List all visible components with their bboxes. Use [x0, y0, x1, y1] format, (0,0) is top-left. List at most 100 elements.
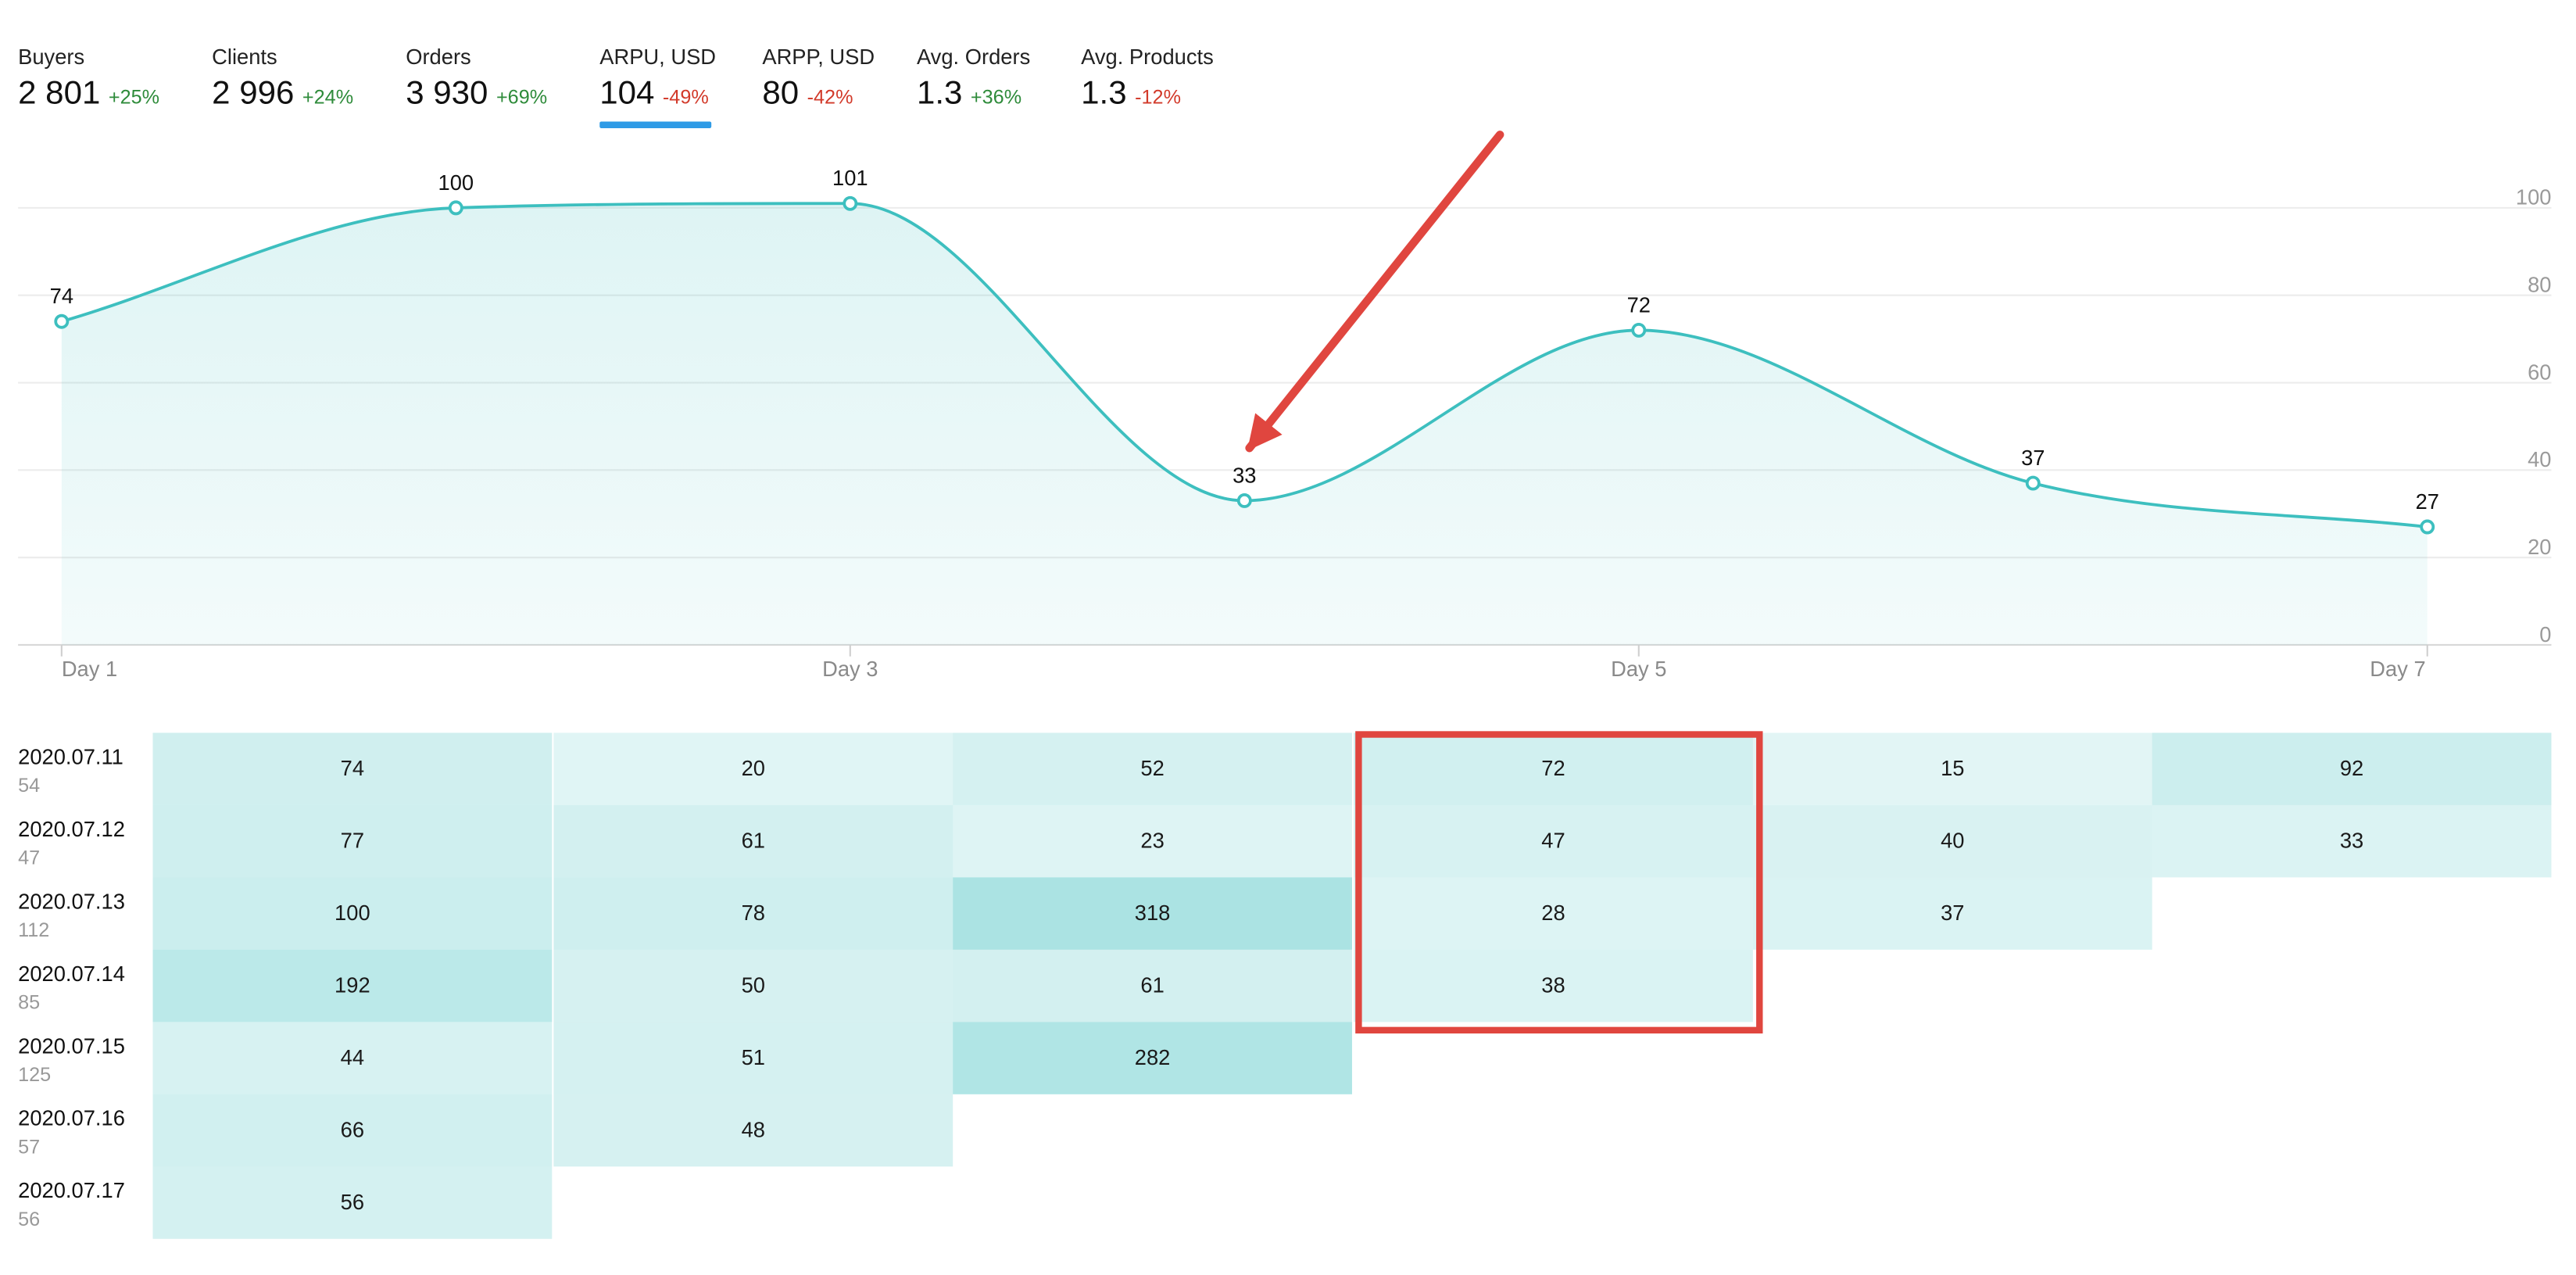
metric-value: 1.3	[916, 75, 963, 112]
metric-value: 2 996	[212, 75, 295, 112]
data-label: 27	[2416, 489, 2439, 514]
cohort-cell[interactable]: 33	[2152, 804, 2552, 878]
metric-label: Avg. Products	[1081, 44, 1214, 70]
metric-label: Buyers	[18, 44, 85, 70]
cohort-cell[interactable]: 78	[553, 877, 953, 950]
cohort-size: 112	[18, 918, 50, 942]
data-point	[1631, 322, 1647, 338]
cohort-cell[interactable]: 48	[553, 1094, 953, 1167]
data-point	[843, 195, 858, 211]
metric-value-row: 2 801 +25%	[18, 76, 159, 115]
cohort-cell[interactable]: 74	[152, 732, 553, 805]
cohort-cell[interactable]: 72	[1354, 732, 1753, 805]
cohort-size: 125	[18, 1062, 52, 1087]
metric-delta: +69%	[496, 85, 548, 109]
cohort-size: 85	[18, 990, 41, 1014]
metric-value: 3 930	[406, 75, 488, 112]
data-label: 37	[2021, 446, 2045, 470]
metric-label: Avg. Orders	[916, 44, 1031, 70]
data-label: 100	[438, 170, 474, 195]
metric-value-row: 1.3 +36%	[917, 76, 1030, 115]
cohort-size: 57	[18, 1135, 41, 1159]
cohort-date: 2020.07.11	[18, 744, 123, 769]
cohort-date: 2020.07.12	[18, 816, 125, 842]
y-tick-label: 20	[2528, 535, 2551, 559]
metric-value: 2 801	[18, 75, 101, 112]
cohort-cell[interactable]: 15	[1752, 732, 2152, 805]
y-tick-label: 0	[2539, 622, 2551, 646]
metric-delta: -12%	[1135, 85, 1182, 109]
active-tab-underline	[599, 121, 712, 128]
cohort-row: 2020.07.14 85 192 50 61 38	[0, 949, 2576, 1023]
cohort-size: 54	[18, 773, 41, 797]
metric-tab-clients[interactable]: Clients 2 996 +24%	[212, 45, 353, 115]
metric-value-row: 1.3 -12%	[1081, 76, 1214, 115]
cohort-row: 2020.07.15 125 44 51 282	[0, 1022, 2576, 1094]
cohort-cell[interactable]: 282	[953, 1022, 1352, 1094]
cohort-cell[interactable]: 61	[553, 804, 953, 878]
cohort-cell[interactable]: 37	[1752, 877, 2152, 950]
data-point	[54, 313, 70, 329]
cohort-date: 2020.07.13	[18, 889, 125, 914]
metric-delta: -42%	[807, 85, 853, 109]
x-tick-label: Day 5	[1611, 657, 1666, 681]
metric-value: 1.3	[1081, 75, 1127, 112]
arpu-area-chart: 0 20 40 60 80 100 Day 1 Day 3 Day 5 Day 7 74 100 101…	[18, 131, 2552, 681]
cohort-row: 2020.07.11 54 74 20 52 72 15 92	[0, 732, 2576, 805]
cohort-cell[interactable]: 40	[1752, 804, 2152, 878]
cohort-date: 2020.07.16	[18, 1105, 125, 1131]
metric-value-row: 104 -49%	[599, 76, 716, 115]
cohort-cell[interactable]: 50	[553, 949, 953, 1023]
cohort-row: 2020.07.16 57 66 48	[0, 1094, 2576, 1167]
cohort-cell[interactable]: 192	[152, 949, 553, 1023]
metric-tab-buyers[interactable]: Buyers 2 801 +25%	[18, 45, 159, 115]
cohort-cell[interactable]: 23	[953, 804, 1352, 878]
metric-tab-avg-products[interactable]: Avg. Products 1.3 -12%	[1081, 45, 1214, 115]
metric-value-row: 3 930 +69%	[406, 76, 547, 115]
metric-delta: +24%	[302, 85, 354, 109]
cohort-cell[interactable]: 44	[152, 1022, 553, 1094]
metric-tab-orders[interactable]: Orders 3 930 +69%	[406, 45, 547, 115]
metric-value: 80	[762, 75, 800, 112]
x-tick-label: Day 3	[822, 657, 878, 681]
cohort-cell[interactable]: 56	[152, 1166, 553, 1239]
cohort-date: 2020.07.15	[18, 1033, 125, 1058]
data-label: 101	[832, 166, 868, 190]
metric-delta: -49%	[662, 85, 709, 109]
cohort-cell[interactable]: 100	[152, 877, 553, 950]
annotation-arrow	[1245, 131, 1504, 453]
cohort-cell[interactable]: 51	[553, 1022, 953, 1094]
cohort-cell[interactable]: 77	[152, 804, 553, 878]
cohort-cell[interactable]: 318	[953, 877, 1352, 950]
data-point	[1236, 493, 1252, 508]
metric-label: ARPP, USD	[762, 44, 875, 70]
metric-tab-arpp-usd[interactable]: ARPP, USD 80 -42%	[762, 45, 875, 115]
metric-label: Clients	[212, 44, 277, 70]
metric-label: Orders	[406, 44, 471, 70]
data-point	[2025, 475, 2041, 491]
cohort-cell[interactable]: 61	[953, 949, 1352, 1023]
cohort-cell[interactable]: 52	[953, 732, 1352, 805]
cohort-cell[interactable]: 47	[1354, 804, 1753, 878]
cohort-cell[interactable]: 28	[1354, 877, 1753, 950]
metric-value: 104	[599, 75, 655, 112]
metric-value-row: 80 -42%	[762, 76, 875, 115]
y-tick-label: 100	[2516, 185, 2552, 210]
cohort-cell[interactable]: 20	[553, 732, 953, 805]
metric-label: ARPU, USD	[599, 44, 717, 70]
data-label: 74	[50, 284, 73, 308]
metric-tab-avg-orders[interactable]: Avg. Orders 1.3 +36%	[917, 45, 1030, 115]
metric-tab-arpu-usd[interactable]: ARPU, USD 104 -49%	[599, 44, 717, 128]
area-fill	[61, 203, 2428, 645]
x-tick-label: Day 1	[62, 657, 117, 681]
metric-value-row: 2 996 +24%	[212, 76, 353, 115]
y-tick-label: 60	[2528, 360, 2551, 384]
cohort-cell[interactable]: 92	[2152, 732, 2552, 805]
cohort-cell[interactable]: 66	[152, 1094, 553, 1167]
x-tick-label: Day 7	[2370, 657, 2425, 681]
y-tick-label: 40	[2528, 447, 2551, 471]
cohort-row: 2020.07.17 56 56	[0, 1166, 2576, 1239]
y-tick-label: 80	[2528, 272, 2551, 296]
cohort-cell[interactable]: 38	[1354, 949, 1753, 1023]
data-label: 33	[1233, 463, 1256, 487]
